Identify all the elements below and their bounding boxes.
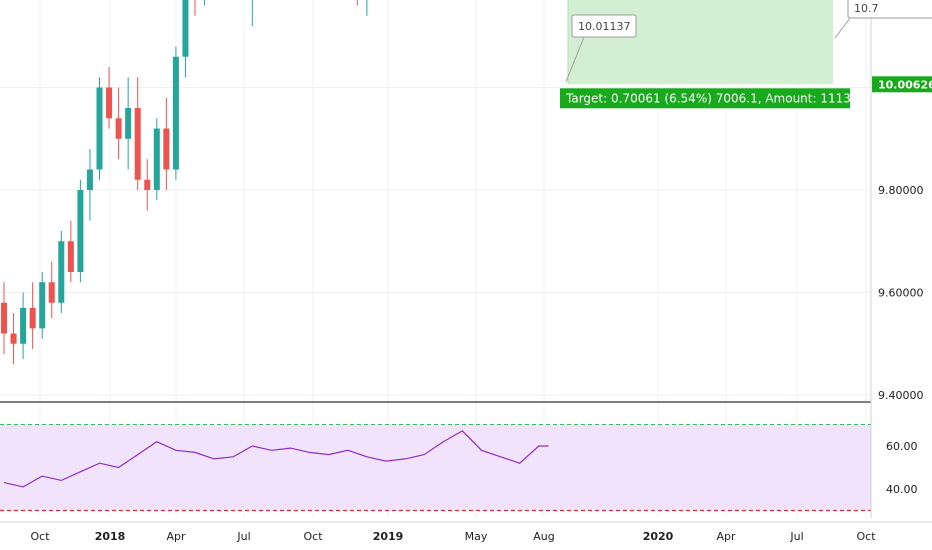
candle-body (29, 307, 36, 329)
candlestick-series (1, 0, 368, 365)
candle-body (144, 179, 151, 190)
x-tick-label: Oct (303, 530, 323, 543)
candle (10, 313, 17, 365)
price-callouts[interactable]: 10.7068710.4077010.01137 (565, 0, 637, 82)
x-axis: Oct 2018 Apr Jul Oct 2019 May Aug 2020 Apr Jul Oct (0, 518, 932, 550)
candle (134, 77, 141, 190)
candle (172, 46, 179, 180)
rsi-tick-label: 60.00 (886, 440, 918, 453)
rsi-indicator (0, 424, 871, 512)
candle (29, 282, 36, 349)
candle (58, 231, 65, 313)
target-price-tag: 10.00626 (878, 78, 932, 91)
candle-body (10, 333, 17, 344)
candle (144, 159, 151, 211)
price-tick-label: 9.80000 (878, 184, 924, 197)
candle (86, 149, 93, 221)
candle (20, 292, 27, 360)
x-axis-bg (0, 518, 932, 550)
candle-body (106, 87, 113, 119)
target-label-box (560, 88, 850, 109)
candle (48, 261, 55, 319)
position-zones (567, 0, 833, 85)
x-tick-label: 2019 (373, 530, 404, 543)
cut-label-text: 10.7 (854, 2, 879, 15)
candle-body (58, 241, 65, 303)
candle (356, 0, 358, 6)
cut-label-pointer (834, 17, 851, 39)
candle (106, 67, 113, 129)
x-tick-label: Jul (236, 530, 250, 543)
candle-body (77, 190, 84, 272)
x-tick-label: Oct (856, 530, 876, 543)
rsi-band-fill (0, 424, 871, 511)
x-tick-label: Apr (716, 530, 736, 543)
candle (251, 0, 253, 26)
x-tick-label: Apr (166, 530, 186, 543)
x-tick-label: Jul (789, 530, 803, 543)
candle (163, 97, 170, 190)
rsi-axis: 40.00 60.00 (886, 440, 918, 496)
callout-pointer (565, 36, 585, 82)
candle-body (96, 87, 103, 170)
candle (115, 87, 122, 160)
candle (366, 0, 368, 16)
candle (182, 0, 189, 78)
position-labels: 136 (0.57%) 613.6, Amount: 990.06Open P&… (560, 88, 862, 109)
candle-body (172, 56, 179, 170)
candle-body (67, 241, 74, 272)
price-callout[interactable]: 10.01137 (565, 14, 637, 82)
candle-body (39, 282, 46, 329)
price-tick-label: 9.60000 (878, 287, 924, 300)
x-tick-label: Aug (533, 530, 554, 543)
x-tick-label: Oct (30, 530, 50, 543)
candle-body (182, 0, 189, 57)
candle (194, 0, 196, 16)
candle-body (115, 118, 122, 139)
candle-body (48, 282, 55, 303)
callout-box (571, 14, 637, 38)
target-label-text: Target: 0.70061 (6.54%) 7006.1, Amount: … (565, 91, 862, 105)
candle-body (86, 169, 93, 190)
candle (77, 179, 84, 283)
take-profit-zone (568, 0, 833, 85)
candle (39, 272, 46, 339)
candle (125, 77, 132, 170)
x-tick-label: 2020 (643, 530, 674, 543)
candle (1, 282, 7, 354)
candle-body (134, 108, 141, 180)
price-tick-label: 9.40000 (878, 389, 924, 402)
rsi-tick-label: 40.00 (886, 483, 918, 496)
target-price-tag-bg (872, 76, 932, 93)
x-tick-label: May (465, 530, 488, 543)
candle (96, 77, 103, 180)
x-tick-label: 2018 (95, 530, 126, 543)
candle (67, 220, 74, 283)
price-axis: 9.400009.600009.8000010.2000010.4000010.… (834, 0, 932, 518)
callout-text: 10.01137 (578, 20, 631, 33)
rsi-line (3, 430, 549, 488)
candle-body (153, 128, 160, 190)
candle (204, 0, 206, 6)
candle-body (20, 307, 27, 344)
candle-body (1, 302, 7, 334)
candle-body (163, 128, 170, 170)
candle-body (125, 108, 132, 139)
candle (153, 118, 160, 201)
cut-label-box (847, 0, 932, 19)
